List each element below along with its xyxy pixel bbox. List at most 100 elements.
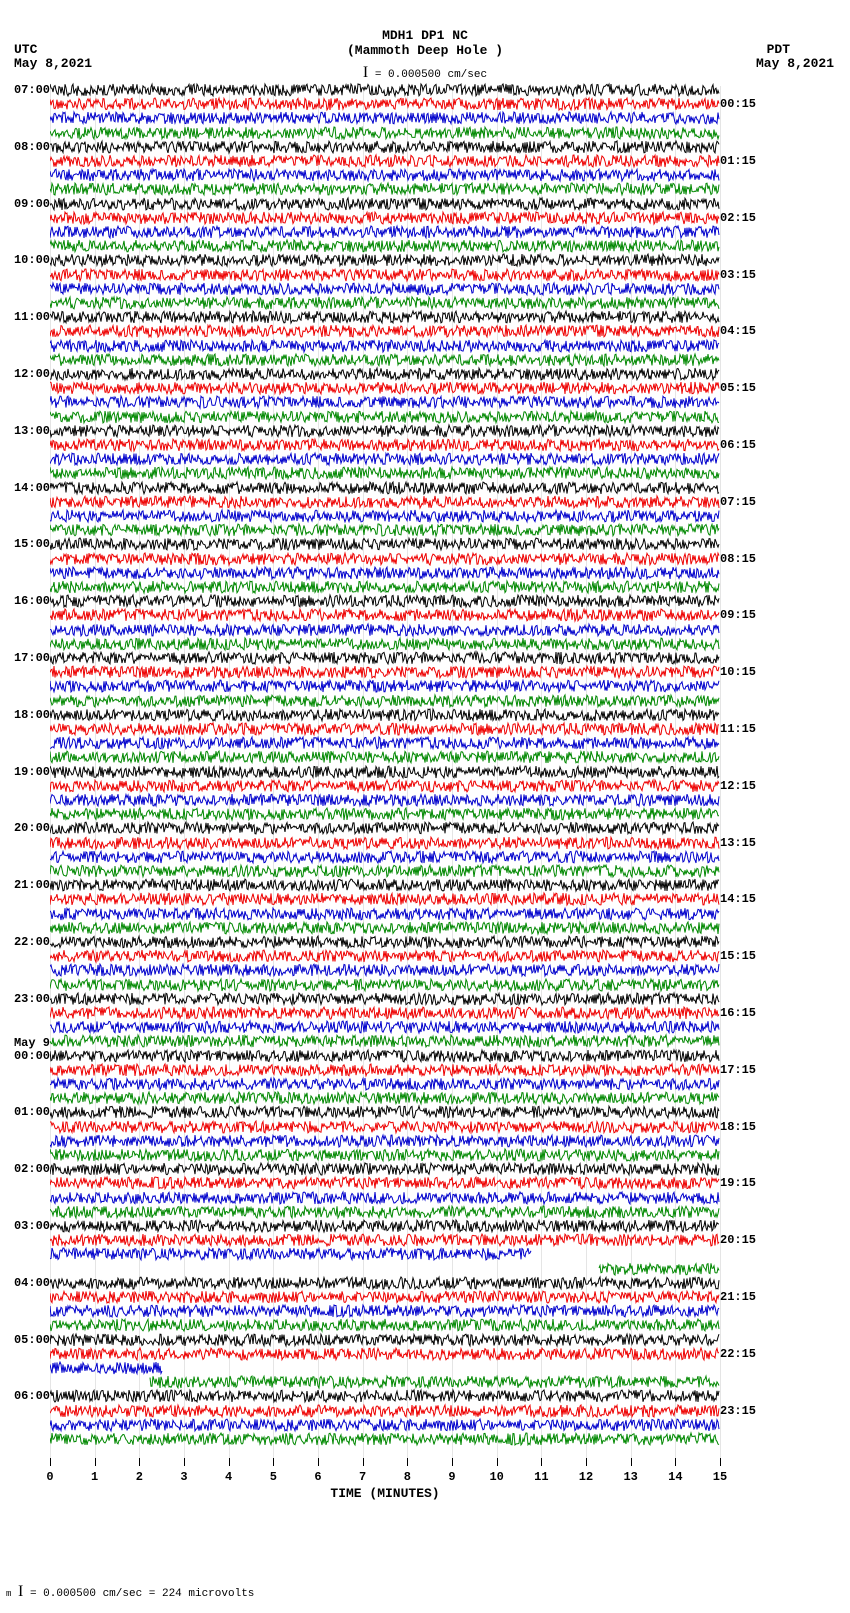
seismic-trace (50, 1062, 720, 1078)
seismic-trace (50, 1374, 720, 1390)
seismic-trace (50, 906, 720, 922)
pdt-hour-label: 16:15 (720, 1006, 756, 1020)
pdt-hour-label: 13:15 (720, 836, 756, 850)
pdt-hour-label: 01:15 (720, 154, 756, 168)
utc-hour-label: 11:00 (14, 310, 50, 324)
x-tick (631, 1458, 632, 1466)
seismic-trace (50, 1275, 720, 1291)
right-date-label: May 8,2021 (756, 56, 834, 71)
gridline (631, 86, 632, 1458)
x-tick (318, 1458, 319, 1466)
left-date-label: May 8,2021 (14, 56, 92, 71)
seismic-trace (50, 522, 720, 538)
seismic-trace (50, 1417, 720, 1433)
utc-time-labels: 07:0008:0009:0010:0011:0012:0013:0014:00… (8, 86, 50, 1458)
seismic-trace (50, 281, 720, 297)
seismic-trace (50, 1332, 720, 1348)
x-tick (407, 1458, 408, 1466)
seismic-trace (50, 96, 720, 112)
pdt-hour-label: 22:15 (720, 1347, 756, 1361)
seismic-trace (50, 792, 720, 808)
x-tick-label: 9 (448, 1470, 455, 1484)
seismic-trace (50, 693, 720, 709)
seismic-trace (50, 1303, 720, 1319)
seismic-trace (50, 224, 720, 240)
seismic-trace (50, 551, 720, 567)
utc-hour-label: 01:00 (14, 1105, 50, 1119)
seismic-trace (50, 1104, 720, 1120)
pdt-hour-label: 00:15 (720, 97, 756, 111)
seismic-trace (50, 352, 720, 368)
seismic-trace (50, 451, 720, 467)
seismic-trace (50, 267, 720, 283)
right-tz-label: PDT (767, 42, 790, 57)
gridline (586, 86, 587, 1458)
gridline (318, 86, 319, 1458)
x-tick (229, 1458, 230, 1466)
seismic-trace (50, 338, 720, 354)
seismic-trace (50, 764, 720, 780)
seismic-trace (50, 735, 720, 751)
seismic-trace (50, 607, 720, 623)
utc-hour-label: 23:00 (14, 992, 50, 1006)
pdt-hour-label: 02:15 (720, 211, 756, 225)
seismic-trace (50, 849, 720, 865)
x-tick-label: 13 (623, 1470, 637, 1484)
utc-hour-label: 20:00 (14, 821, 50, 835)
pdt-hour-label: 18:15 (720, 1120, 756, 1134)
pdt-hour-label: 03:15 (720, 268, 756, 282)
seismic-trace (50, 977, 720, 993)
gridline (273, 86, 274, 1458)
x-tick (586, 1458, 587, 1466)
seismic-trace (50, 125, 720, 141)
pdt-hour-label: 06:15 (720, 438, 756, 452)
seismic-trace (50, 323, 720, 339)
seismic-trace (50, 863, 720, 879)
utc-hour-label: 02:00 (14, 1162, 50, 1176)
pdt-hour-label: 08:15 (720, 552, 756, 566)
gridline (675, 86, 676, 1458)
seismic-trace (50, 295, 720, 311)
seismic-trace (50, 153, 720, 169)
x-tick-label: 3 (180, 1470, 187, 1484)
x-tick-label: 10 (489, 1470, 503, 1484)
x-tick (273, 1458, 274, 1466)
gridline (363, 86, 364, 1458)
seismogram-container: UTC May 8,2021 PDT May 8,2021 MDH1 DP1 N… (0, 0, 850, 1613)
x-tick (675, 1458, 676, 1466)
seismic-trace (50, 238, 720, 254)
gridline (541, 86, 542, 1458)
seismic-trace (50, 593, 720, 609)
seismic-trace (50, 1190, 720, 1206)
seismic-trace (50, 139, 720, 155)
pdt-time-labels: 00:1501:1502:1503:1504:1505:1506:1507:15… (720, 86, 762, 1458)
seismic-trace (50, 508, 720, 524)
seismic-trace (50, 1261, 720, 1277)
seismic-trace (50, 536, 720, 552)
x-tick (497, 1458, 498, 1466)
seismic-trace (50, 309, 720, 325)
left-tz-label: UTC (14, 42, 37, 57)
seismic-trace (50, 1289, 720, 1305)
seismic-trace (50, 1431, 720, 1447)
x-tick (50, 1458, 51, 1466)
seismic-trace (50, 1346, 720, 1362)
scale-text: = 0.000500 cm/sec (375, 69, 487, 81)
pdt-hour-label: 14:15 (720, 892, 756, 906)
seismic-trace (50, 877, 720, 893)
seismic-trace (50, 891, 720, 907)
x-tick (452, 1458, 453, 1466)
seismic-trace (50, 820, 720, 836)
pdt-hour-label: 23:15 (720, 1404, 756, 1418)
seismic-trace (50, 1019, 720, 1035)
seismic-trace (50, 1076, 720, 1092)
seismic-trace (50, 1119, 720, 1135)
x-tick (720, 1458, 721, 1466)
seismic-trace (50, 1048, 720, 1064)
x-tick-label: 15 (713, 1470, 727, 1484)
pdt-hour-label: 04:15 (720, 324, 756, 338)
seismic-trace (50, 1403, 720, 1419)
day-label: May 9 (14, 1036, 50, 1050)
utc-hour-label: 10:00 (14, 253, 50, 267)
utc-hour-label: 07:00 (14, 83, 50, 97)
